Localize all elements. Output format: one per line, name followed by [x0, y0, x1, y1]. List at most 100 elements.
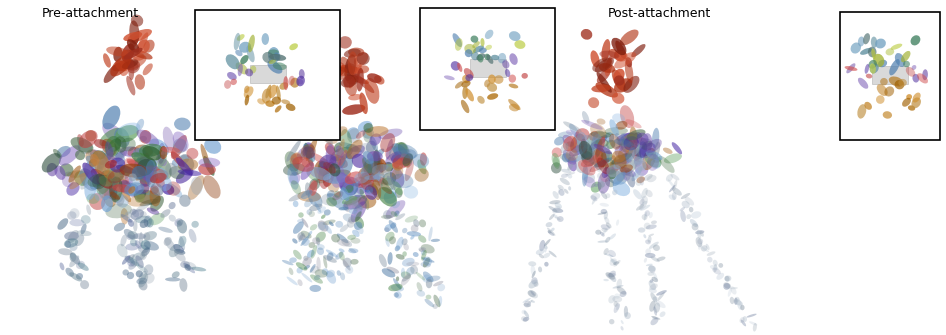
Ellipse shape [339, 153, 353, 177]
Ellipse shape [58, 218, 68, 230]
Ellipse shape [318, 222, 326, 230]
Ellipse shape [394, 292, 399, 297]
Ellipse shape [188, 229, 197, 243]
Ellipse shape [90, 150, 111, 165]
Ellipse shape [309, 264, 316, 273]
Ellipse shape [528, 261, 536, 266]
Ellipse shape [621, 139, 635, 153]
Ellipse shape [405, 159, 414, 181]
Ellipse shape [643, 234, 646, 238]
Ellipse shape [296, 76, 305, 86]
Ellipse shape [326, 252, 333, 261]
Ellipse shape [58, 248, 73, 255]
Ellipse shape [119, 167, 127, 175]
Ellipse shape [911, 97, 921, 108]
Ellipse shape [381, 178, 394, 192]
Ellipse shape [574, 132, 586, 146]
Ellipse shape [559, 154, 577, 162]
Ellipse shape [509, 84, 518, 88]
Ellipse shape [102, 123, 125, 144]
Ellipse shape [349, 248, 357, 253]
Ellipse shape [394, 292, 402, 298]
Ellipse shape [245, 69, 253, 76]
Ellipse shape [700, 231, 704, 237]
Ellipse shape [558, 189, 565, 196]
Ellipse shape [663, 148, 673, 154]
Ellipse shape [375, 166, 392, 173]
Ellipse shape [328, 162, 335, 174]
Ellipse shape [135, 240, 142, 249]
Ellipse shape [534, 282, 538, 287]
Ellipse shape [406, 267, 414, 276]
Ellipse shape [174, 118, 190, 131]
Ellipse shape [597, 69, 610, 83]
Ellipse shape [645, 253, 656, 258]
Ellipse shape [203, 156, 215, 176]
Ellipse shape [470, 36, 479, 43]
Ellipse shape [281, 99, 290, 105]
Ellipse shape [134, 150, 150, 166]
Ellipse shape [301, 190, 312, 199]
Ellipse shape [165, 238, 175, 251]
Ellipse shape [139, 177, 149, 193]
Ellipse shape [140, 178, 150, 187]
Ellipse shape [590, 123, 606, 139]
Ellipse shape [384, 227, 390, 232]
Ellipse shape [159, 177, 172, 191]
Ellipse shape [394, 142, 408, 157]
Ellipse shape [869, 63, 876, 74]
Ellipse shape [600, 203, 609, 207]
Ellipse shape [649, 301, 656, 312]
Ellipse shape [236, 62, 248, 74]
Ellipse shape [370, 165, 385, 186]
Ellipse shape [319, 154, 336, 169]
Ellipse shape [310, 166, 327, 177]
Ellipse shape [616, 51, 627, 62]
Ellipse shape [411, 265, 418, 274]
Ellipse shape [105, 203, 131, 218]
Ellipse shape [342, 179, 354, 192]
Ellipse shape [615, 146, 628, 158]
Ellipse shape [899, 79, 907, 86]
Ellipse shape [262, 52, 274, 63]
Ellipse shape [75, 150, 85, 160]
Ellipse shape [614, 139, 634, 147]
Ellipse shape [430, 239, 440, 242]
Ellipse shape [135, 255, 144, 268]
Ellipse shape [539, 240, 545, 251]
Ellipse shape [297, 147, 308, 158]
Ellipse shape [227, 72, 236, 80]
Ellipse shape [345, 266, 353, 274]
Ellipse shape [531, 300, 534, 303]
Ellipse shape [641, 196, 648, 204]
Ellipse shape [78, 134, 84, 147]
Ellipse shape [604, 211, 608, 219]
Ellipse shape [234, 33, 240, 50]
Ellipse shape [363, 128, 373, 143]
Ellipse shape [140, 250, 148, 260]
Ellipse shape [311, 153, 328, 165]
Ellipse shape [357, 52, 370, 65]
Ellipse shape [96, 175, 113, 186]
Ellipse shape [360, 175, 373, 185]
Ellipse shape [178, 169, 201, 176]
Ellipse shape [326, 197, 337, 207]
Ellipse shape [575, 132, 587, 154]
Ellipse shape [128, 254, 134, 260]
Ellipse shape [630, 126, 638, 149]
Ellipse shape [551, 162, 562, 174]
Ellipse shape [141, 240, 150, 250]
Ellipse shape [296, 267, 303, 273]
Ellipse shape [129, 257, 139, 266]
Ellipse shape [858, 37, 865, 47]
Ellipse shape [98, 176, 113, 187]
Ellipse shape [292, 239, 298, 244]
Ellipse shape [318, 206, 326, 214]
Ellipse shape [339, 252, 344, 261]
Ellipse shape [173, 138, 187, 153]
Ellipse shape [168, 215, 176, 222]
Ellipse shape [392, 166, 403, 180]
Ellipse shape [609, 233, 616, 240]
Ellipse shape [602, 228, 607, 236]
Ellipse shape [140, 153, 149, 164]
